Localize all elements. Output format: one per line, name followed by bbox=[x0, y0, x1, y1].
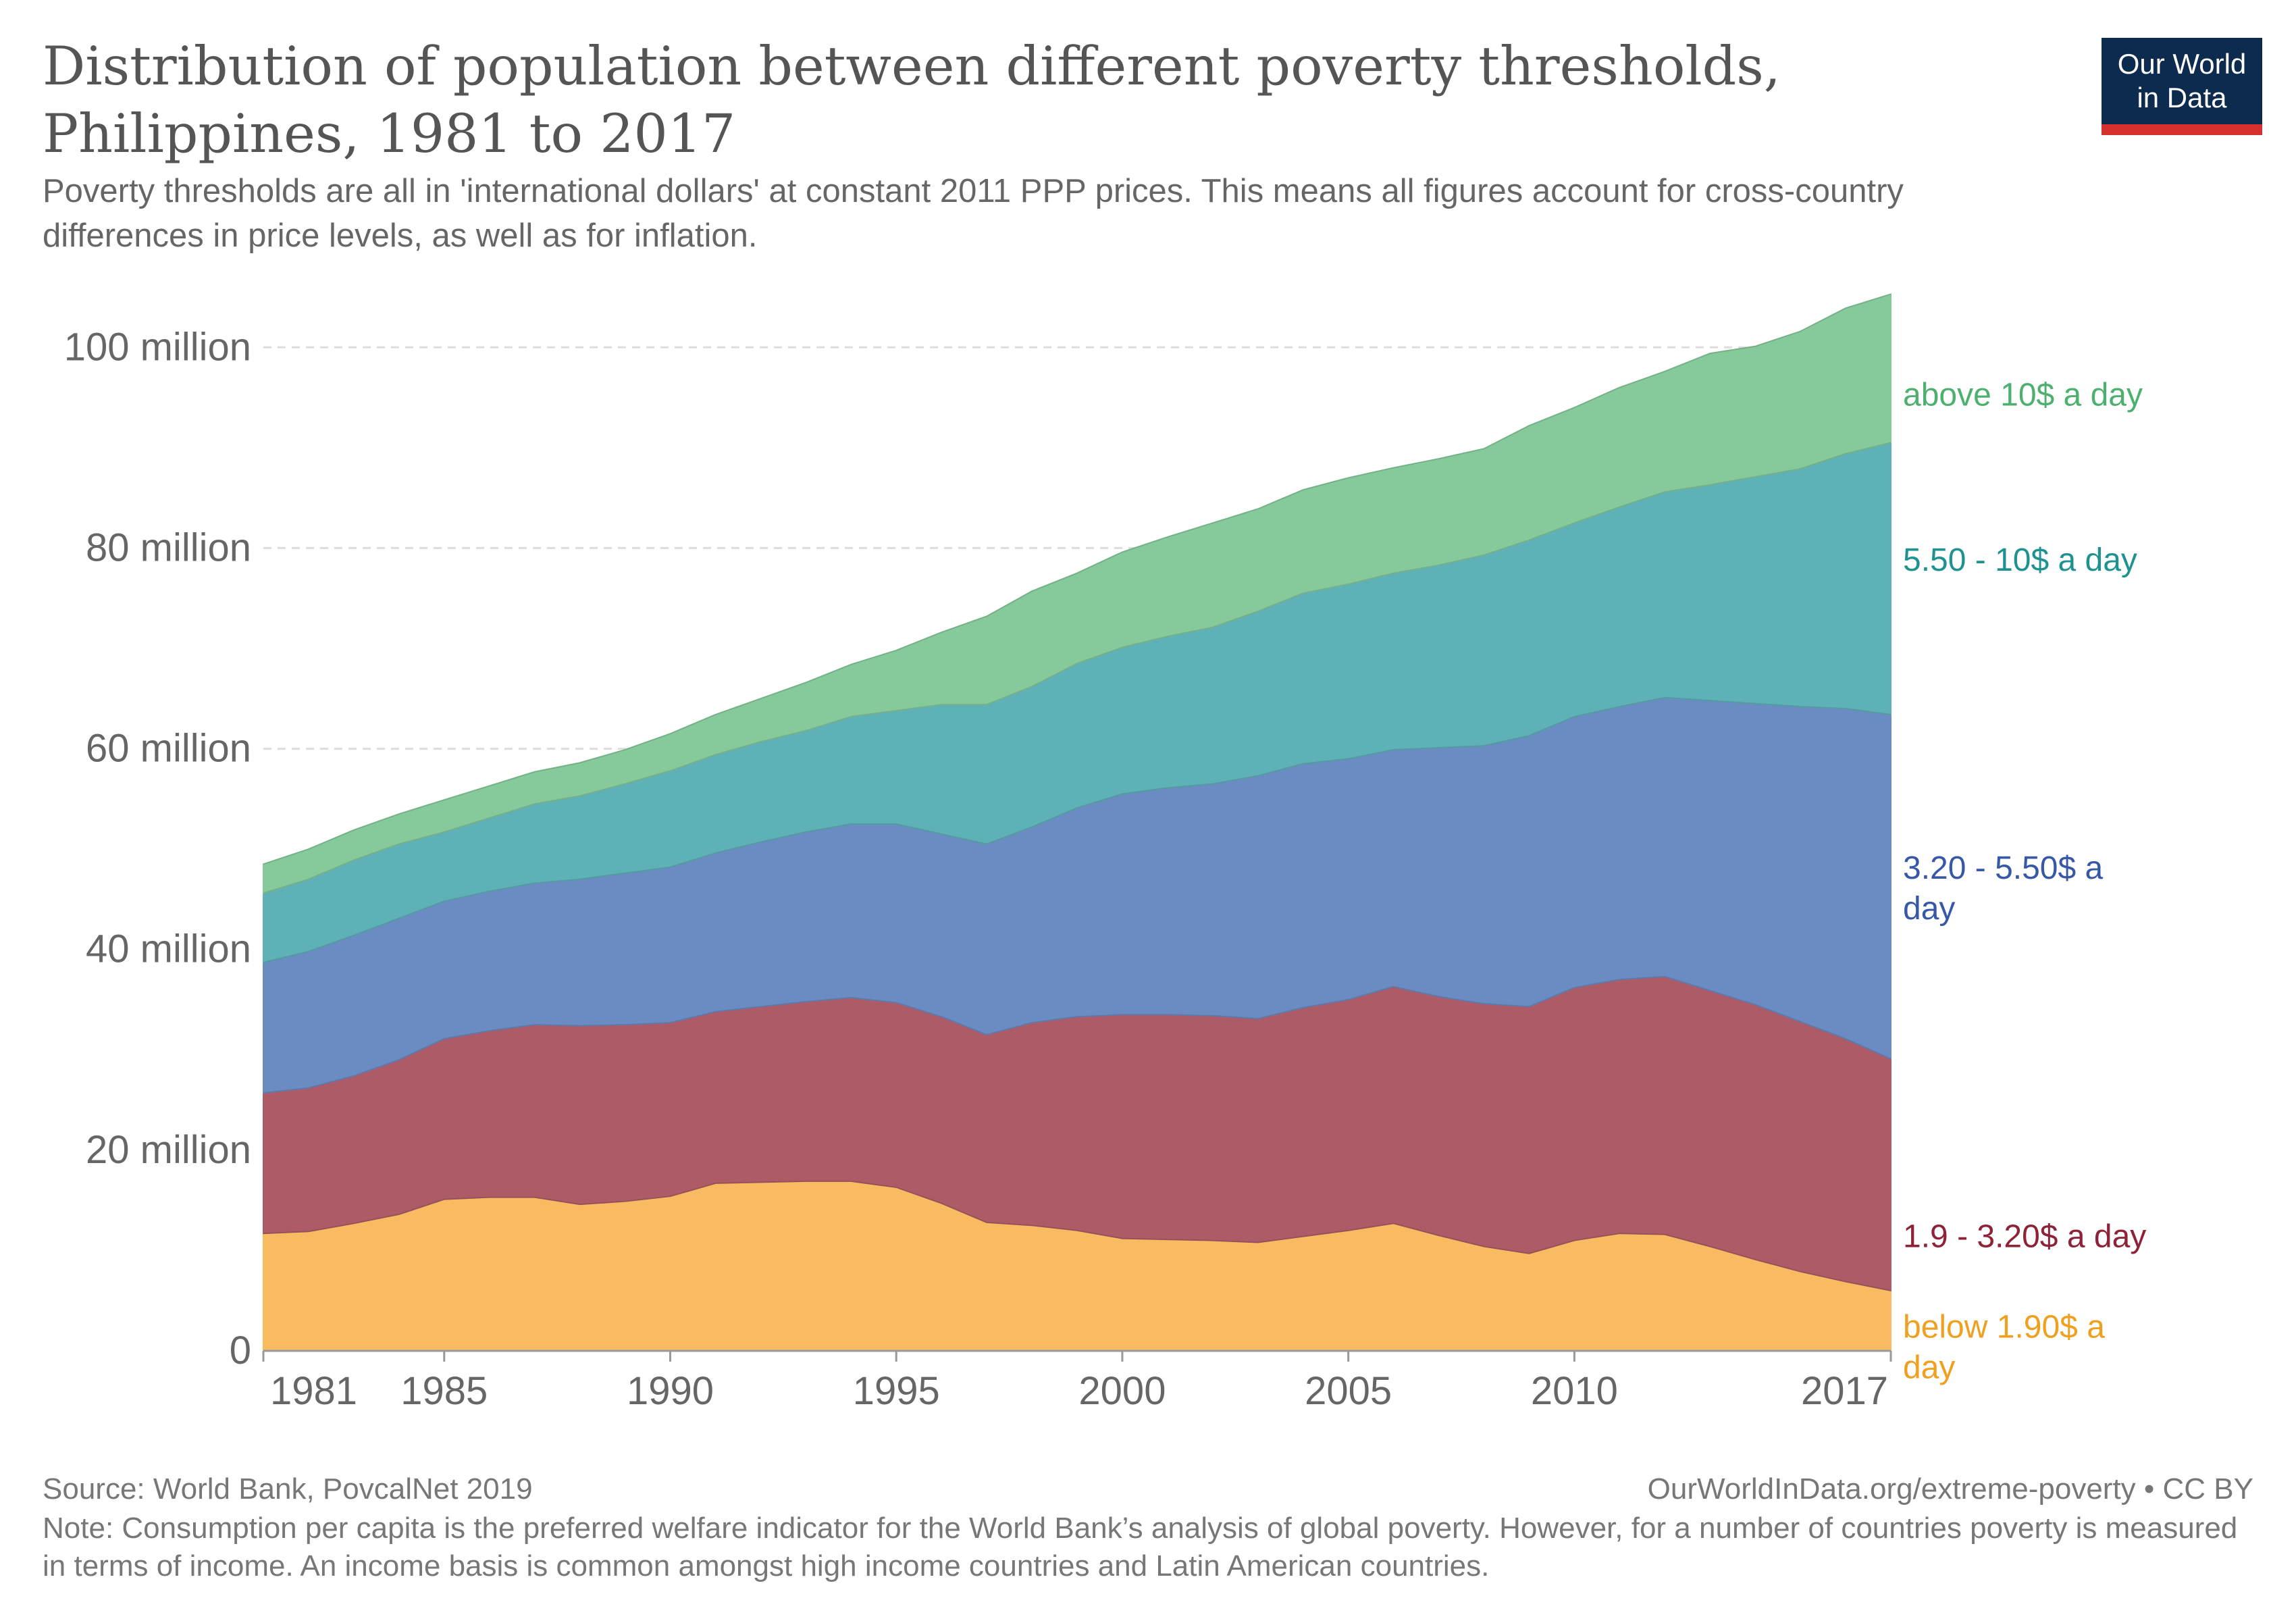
area-series-4[interactable] bbox=[263, 293, 1891, 894]
axes: 0 20 million 40 million 60 million 80 millio… bbox=[64, 325, 1892, 1413]
logo-red-bar bbox=[2102, 124, 2262, 135]
y-tick-label: 0 bbox=[230, 1329, 251, 1372]
y-tick-label: 20 million bbox=[86, 1128, 251, 1172]
y-tick-label: 80 million bbox=[86, 525, 251, 569]
series-labels: below 1.90$ a day 1.9 - 3.20$ a day 3.20 - … bbox=[1903, 378, 2146, 1386]
series-label-2: 3.20 - 5.50$ a day bbox=[1903, 850, 2104, 927]
series-boundary-0 bbox=[263, 1180, 1891, 1291]
logo-line-1: Our World bbox=[2117, 48, 2247, 80]
y-tick-label: 60 million bbox=[86, 727, 251, 771]
x-tick-label: 1981 bbox=[270, 1369, 357, 1413]
area-series bbox=[263, 293, 1891, 1352]
x-tick-label: 2010 bbox=[1531, 1369, 1618, 1413]
x-tick-label: 1995 bbox=[853, 1369, 940, 1413]
series-label-4: above 10$ a day bbox=[1903, 378, 2143, 413]
footnote: Note: Consumption per capita is the pref… bbox=[43, 1512, 2238, 1583]
series-label-0: below 1.90$ a day bbox=[1903, 1310, 2105, 1386]
chart-title: Distribution of population between diffe… bbox=[43, 35, 1781, 165]
x-tick-label: 1990 bbox=[627, 1369, 714, 1413]
series-boundary-3 bbox=[263, 442, 1891, 894]
series-boundary-1 bbox=[263, 975, 1891, 1094]
y-tick-label: 100 million bbox=[64, 325, 251, 369]
series-label-3: 5.50 - 10$ a day bbox=[1903, 542, 2137, 578]
owid-logo[interactable]: Our World in Data bbox=[2102, 38, 2262, 135]
logo-line-2: in Data bbox=[2137, 82, 2227, 113]
x-tick-label: 2005 bbox=[1305, 1369, 1392, 1413]
attribution-link[interactable]: OurWorldInData.org/extreme-poverty • CC … bbox=[1647, 1472, 2253, 1506]
owid-logo-text: Our World in Data bbox=[2102, 47, 2262, 115]
series-label-1: 1.9 - 3.20$ a day bbox=[1903, 1218, 2146, 1254]
x-tick-label: 1985 bbox=[400, 1369, 488, 1413]
y-tick-label: 40 million bbox=[86, 927, 251, 971]
source-note: Source: World Bank, PovcalNet 2019 bbox=[43, 1472, 533, 1506]
series-boundary-2 bbox=[263, 696, 1891, 964]
x-tick-label: 2000 bbox=[1078, 1369, 1166, 1413]
x-tick-label: 2017 bbox=[1801, 1369, 1888, 1413]
series-boundary-4 bbox=[263, 293, 1891, 865]
chart-subtitle: Poverty thresholds are all in 'internati… bbox=[43, 173, 1904, 254]
